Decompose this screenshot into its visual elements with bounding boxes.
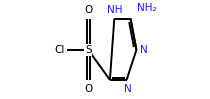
Text: NH₂: NH₂ (137, 3, 157, 13)
Text: N: N (124, 84, 131, 94)
Text: NH: NH (106, 5, 122, 15)
Text: Cl: Cl (54, 45, 65, 55)
Text: O: O (84, 5, 92, 15)
Text: O: O (84, 84, 92, 94)
Text: N: N (140, 45, 148, 55)
Text: S: S (85, 45, 92, 55)
